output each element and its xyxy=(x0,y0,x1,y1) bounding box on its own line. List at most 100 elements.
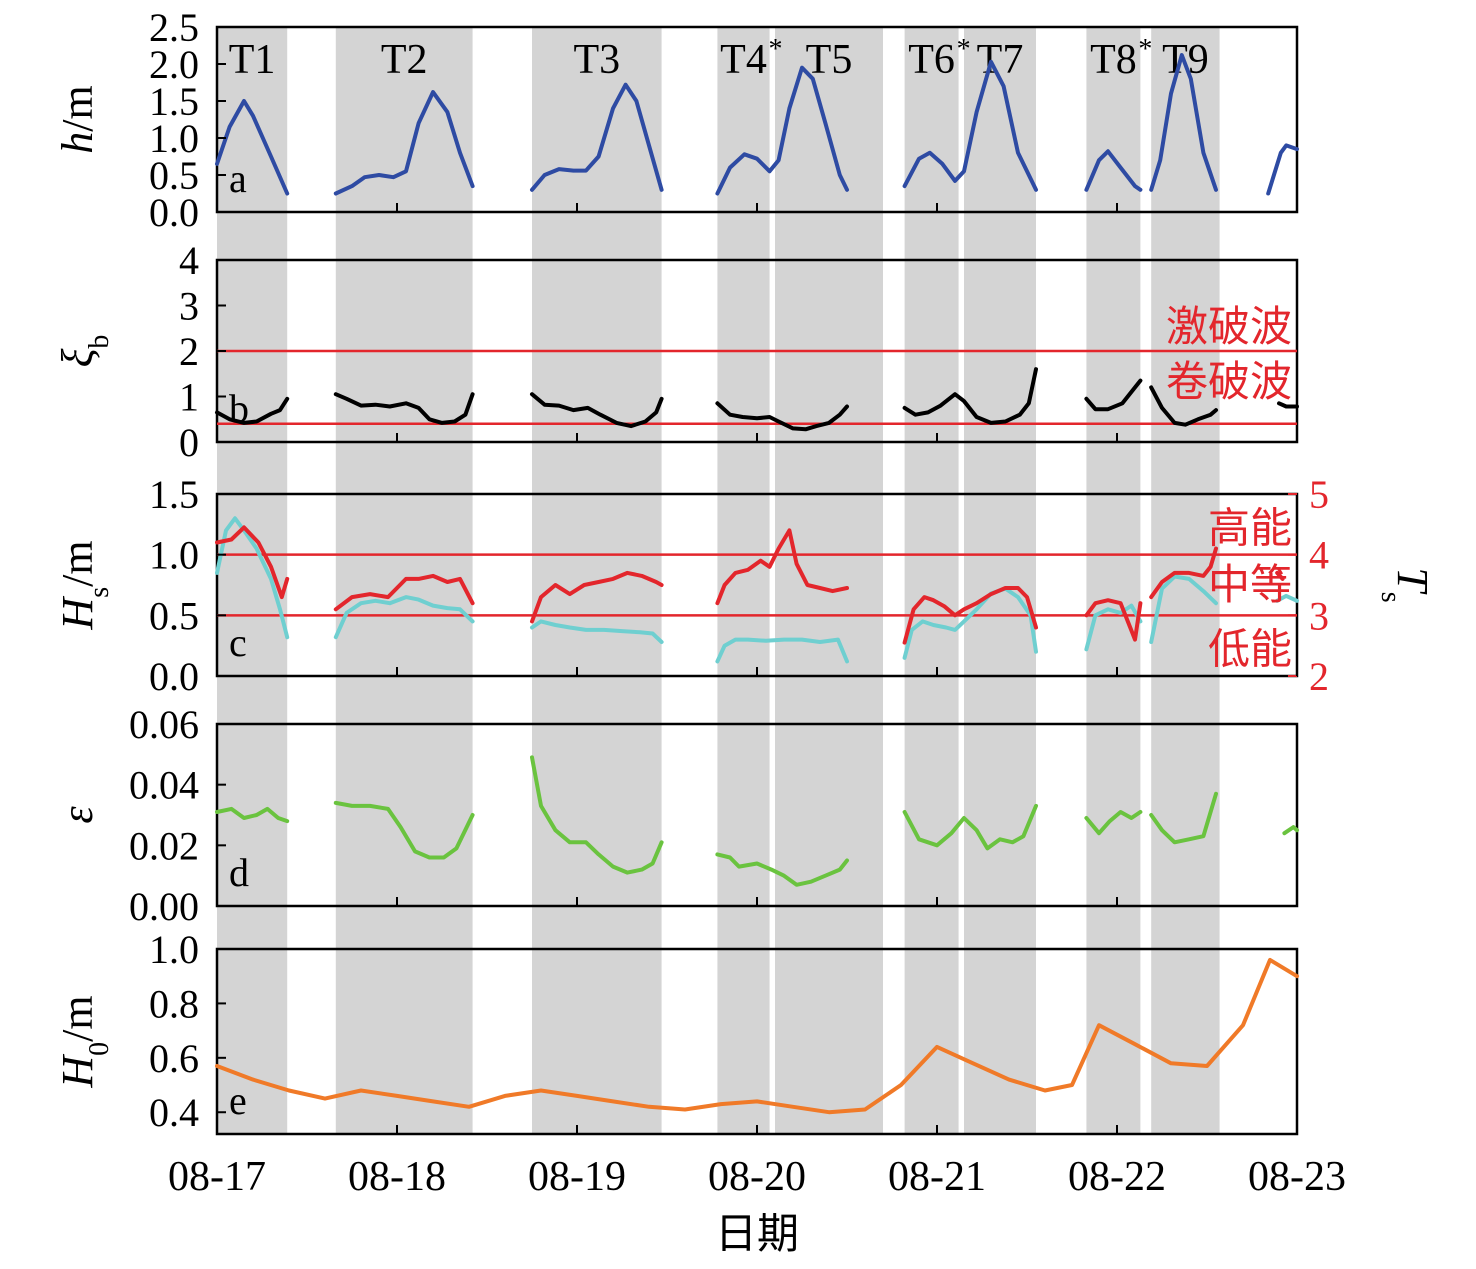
y-axis-title: Hs/m xyxy=(53,540,115,630)
tide-shade-T8-star xyxy=(1086,27,1141,1134)
y-tick-label: 0.8 xyxy=(149,981,199,1026)
y-tick-label: 1.0 xyxy=(149,533,199,578)
y-tick-label: 0.5 xyxy=(149,593,199,638)
right-y-axis-title-symbol: T xyxy=(1388,567,1437,595)
y-tick-label: 3 xyxy=(179,284,199,329)
y-axis-title-symbol: H xyxy=(53,596,102,631)
y-tick-label: 0.00 xyxy=(129,884,199,929)
b-series-segment-3 xyxy=(715,401,849,432)
b-series-segment-2 xyxy=(530,392,664,429)
reference-label-plunging: 卷破波 xyxy=(1166,360,1292,406)
right-y-tick-label: 3 xyxy=(1309,593,1329,638)
y-axis-title: h/m xyxy=(53,85,102,153)
panel-letter: d xyxy=(229,850,249,895)
hs-series-segment-3 xyxy=(715,637,849,664)
tide-shade-T4-star xyxy=(717,27,770,1134)
d-series-segment-4 xyxy=(902,803,1038,851)
right-y-axis-title-subscript: s xyxy=(1376,592,1407,603)
y-axis-title-subscript: 0 xyxy=(84,1042,115,1056)
y-tick-label: 2 xyxy=(179,329,199,374)
panel-letter: b xyxy=(229,386,249,431)
ts-series-segment-3 xyxy=(715,528,849,606)
ts-series-segment-0 xyxy=(215,525,290,600)
tide-label-star: * xyxy=(1138,34,1152,65)
y-axis-title: H0/m xyxy=(53,995,115,1088)
ts-series-segment-1 xyxy=(333,573,475,612)
x-tick-label: 08-23 xyxy=(1248,1154,1346,1200)
panels-layer: T1 T2 T3 T4 * T5 T6 * T7 T8 * T90.00.51.01.52.02.5a… xyxy=(53,5,1437,1200)
y-tick-label: 2.0 xyxy=(149,42,199,87)
right-y-tick-label: 5 xyxy=(1309,472,1329,517)
y-axis-title-unit: /m xyxy=(53,85,102,131)
tide-label-text: T4 xyxy=(720,37,767,83)
y-tick-label: 0.0 xyxy=(149,654,199,699)
b-series-segment-6 xyxy=(1149,385,1218,427)
y-tick-label: 1.0 xyxy=(149,927,199,972)
b-series-segment-1 xyxy=(333,392,475,425)
y-axis-title-subscript: s xyxy=(84,587,115,598)
d-series-segment-2 xyxy=(530,755,664,875)
d-series-segment-6 xyxy=(1149,791,1218,845)
panel-d: 0.00 0.02 0.04 0.06 d ε xyxy=(53,702,1299,929)
x-tick-label: 08-19 xyxy=(528,1154,626,1200)
tide-label-text: T8 xyxy=(1090,37,1137,83)
y-axis-title-symbol: H xyxy=(53,1054,102,1089)
d-series-segment-1 xyxy=(333,800,475,860)
y-tick-label: 0.04 xyxy=(129,763,199,808)
tide-label-T8: T8 * xyxy=(1090,34,1152,83)
y-axis-title-text: ε xyxy=(53,806,102,824)
d-series-segment-5 xyxy=(1084,810,1143,836)
tide-label-T1: T1 xyxy=(229,37,276,83)
y-axis-title-text: ξb xyxy=(53,335,115,368)
y-axis-title-symbol: ξ xyxy=(53,348,102,367)
b-series-segment-4 xyxy=(902,367,1038,425)
hs-series-segment-0 xyxy=(215,516,290,640)
tide-label-star: * xyxy=(769,34,783,65)
y-axis-title-unit: /m xyxy=(53,995,102,1041)
y-tick-label: 1 xyxy=(179,375,199,420)
x-tick-label: 08-20 xyxy=(708,1154,806,1200)
x-axis-title: 日期 xyxy=(715,1212,799,1258)
panel-e: 0.4 0.6 0.8 1.0 e H0/m xyxy=(53,927,1299,1136)
y-tick-label: 2.5 xyxy=(149,5,199,50)
a-series-segment-1 xyxy=(333,90,475,196)
x-tick-label: 08-17 xyxy=(168,1154,266,1200)
d-series-segment-0 xyxy=(215,806,290,824)
right-y-tick-label: 2 xyxy=(1309,654,1329,699)
x-tick-label: 08-21 xyxy=(888,1154,986,1200)
hs-series-segment-4 xyxy=(902,586,1038,660)
hs-series-segment-2 xyxy=(530,619,664,644)
y-axis-title-text: Hs/m xyxy=(53,540,115,630)
ts-series-segment-4 xyxy=(902,586,1038,645)
a-series-segment-6 xyxy=(1149,53,1218,192)
y-tick-label: 0 xyxy=(179,420,199,465)
tide-shade-T6-star xyxy=(904,27,959,1134)
a-series-segment-2 xyxy=(530,82,664,192)
y-axis-title-symbol: ε xyxy=(53,806,102,824)
tide-label-T6: T6 * xyxy=(908,34,970,83)
a-series-segment-5 xyxy=(1084,149,1143,192)
d-series-segment-7 xyxy=(1282,825,1299,836)
d-series-segment-3 xyxy=(715,852,849,887)
tide-label-text: T2 xyxy=(381,37,428,83)
ts-series-segment-7 xyxy=(1275,570,1285,581)
energy-label-medium: 中等 xyxy=(1208,563,1292,609)
ts-series-segment-2 xyxy=(530,570,664,624)
tide-shade-T7 xyxy=(964,27,1036,1134)
tide-label-text: T1 xyxy=(229,37,276,83)
tide-label-text: T6 xyxy=(908,37,955,83)
tide-label-T2: T2 xyxy=(381,37,428,83)
tide-shade-T5 xyxy=(775,27,883,1134)
y-axis-title: ε xyxy=(53,806,102,824)
y-tick-label: 0.02 xyxy=(129,823,199,868)
y-axis-title: ξb xyxy=(53,335,115,368)
tide-label-star: * xyxy=(957,34,971,65)
energy-label-low: 低能 xyxy=(1208,627,1292,673)
hs-series-segment-7 xyxy=(1275,593,1299,603)
tide-label-T3: T3 xyxy=(573,37,620,83)
y-axis-title-text: H0/m xyxy=(53,995,115,1088)
a-series-segment-3 xyxy=(715,65,849,196)
